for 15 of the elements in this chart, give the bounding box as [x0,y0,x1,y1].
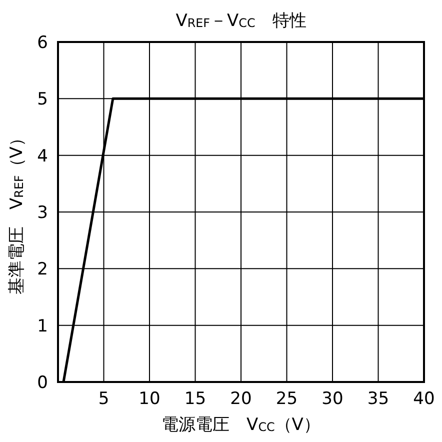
x-tick-label: 15 [184,389,206,409]
y-tick-label: 6 [37,33,48,53]
y-tick-label: 3 [37,203,48,223]
x-tick-label: 25 [276,389,298,409]
y-tick-label: 4 [37,146,48,166]
x-tick-label: 10 [138,389,160,409]
x-tick-label: 20 [230,389,252,409]
y-tick-label: 1 [37,316,48,336]
y-tick-label: 0 [37,373,48,393]
x-tick-label: 30 [322,389,344,409]
x-tick-label: 40 [413,389,435,409]
y-tick-label: 2 [37,260,48,280]
y-tick-label: 5 [37,90,48,110]
x-tick-label: 5 [98,389,110,409]
x-tick-label: 35 [367,389,390,409]
